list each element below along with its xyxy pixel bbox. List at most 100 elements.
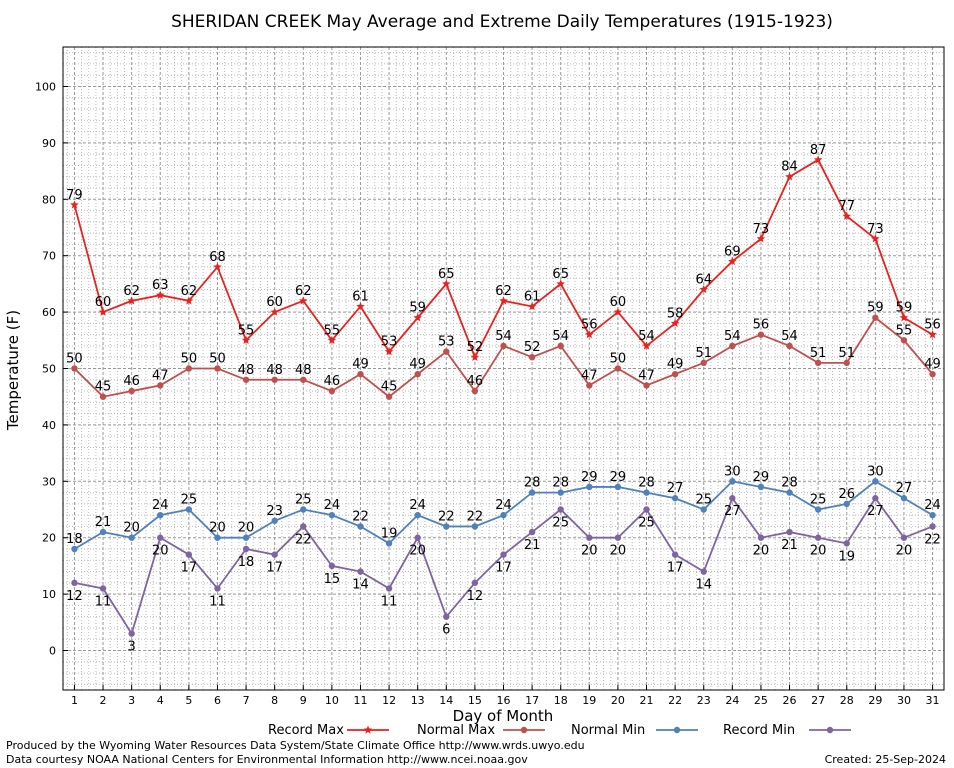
data-label-record-max: 53 [381, 335, 398, 350]
data-label-record-min: 22 [295, 532, 312, 547]
data-label-normal-max: 50 [66, 352, 83, 367]
data-point-normal-min [700, 506, 707, 513]
data-point-normal-min [385, 540, 393, 547]
data-point-normal-min [643, 489, 650, 496]
data-point-record-max [127, 296, 136, 305]
data-label-normal-max: 46 [467, 374, 484, 389]
x-tick-label: 27 [811, 694, 825, 707]
data-label-record-max: 65 [552, 267, 569, 282]
data-label-normal-min: 19 [381, 526, 398, 541]
data-point-normal-min [586, 483, 593, 491]
data-point-normal-max [929, 370, 936, 378]
data-point-normal-min [185, 506, 193, 513]
data-label-normal-max: 48 [266, 363, 283, 378]
x-tick-label: 12 [382, 694, 396, 707]
data-point-normal-max [300, 376, 307, 383]
data-point-record-min [643, 506, 650, 513]
y-axis-label: Temperature (F) [4, 310, 22, 431]
y-tick-label: 20 [42, 532, 56, 545]
data-label-record-min: 17 [266, 561, 283, 576]
data-label-normal-min: 22 [438, 509, 455, 524]
data-point-normal-max [814, 359, 822, 367]
data-point-record-max [470, 352, 480, 361]
data-label-record-min: 11 [95, 594, 112, 609]
data-label-normal-max: 47 [638, 368, 655, 383]
data-point-normal-min [271, 517, 278, 524]
data-point-normal-max [71, 365, 78, 372]
data-label-normal-min: 29 [753, 470, 770, 485]
data-label-record-min: 3 [128, 640, 136, 655]
data-label-record-max: 63 [152, 278, 169, 293]
data-point-normal-max [786, 342, 793, 350]
data-point-normal-max [557, 342, 564, 350]
data-point-normal-min [872, 478, 879, 485]
data-label-record-min: 18 [238, 555, 255, 570]
data-point-record-max [928, 330, 937, 339]
data-label-normal-max: 46 [123, 374, 140, 389]
data-label-normal-min: 20 [209, 521, 226, 536]
data-label-normal-max: 59 [867, 301, 884, 316]
data-label-normal-min: 29 [610, 470, 627, 485]
y-tick-label: 0 [49, 645, 56, 658]
data-point-record-min [71, 579, 78, 587]
data-label-record-min: 20 [581, 544, 598, 559]
series-normal-min: 18 21 20 24 25 20 20 23 25 24 22 19 24 22 22 24 28 28 29 29… [66, 464, 941, 553]
data-label-normal-max: 53 [438, 335, 455, 350]
data-point-record-min [729, 495, 736, 502]
data-point-record-max [728, 256, 737, 265]
data-label-record-max: 69 [724, 244, 741, 259]
data-label-normal-max: 45 [381, 380, 398, 395]
data-point-record-min [242, 545, 250, 553]
data-label-record-max: 60 [95, 295, 112, 310]
data-label-record-min: 15 [324, 572, 341, 587]
data-label-record-max: 54 [638, 329, 655, 344]
data-point-record-min [328, 562, 336, 570]
x-tick-label: 6 [214, 694, 221, 707]
data-point-record-max [298, 296, 308, 305]
data-label-record-min: 27 [724, 504, 741, 519]
x-tick-label: 4 [157, 694, 164, 707]
data-point-record-max [155, 290, 165, 299]
legend-marker-record-max [363, 725, 373, 734]
data-label-normal-min: 25 [181, 493, 198, 508]
data-label-normal-max: 51 [695, 346, 712, 361]
data-label-record-max: 62 [123, 284, 140, 299]
data-point-record-min [586, 534, 593, 541]
y-tick-label: 70 [42, 250, 56, 263]
data-label-normal-min: 29 [581, 470, 598, 485]
data-label-normal-min: 28 [524, 476, 541, 491]
data-point-record-max [356, 301, 365, 311]
data-point-record-max [527, 301, 537, 311]
data-point-normal-min [614, 483, 622, 491]
data-point-record-min [900, 534, 908, 541]
data-label-record-max: 87 [810, 143, 827, 158]
data-label-normal-min: 24 [495, 498, 512, 513]
data-label-normal-min: 22 [467, 509, 484, 524]
data-point-record-max [213, 262, 222, 271]
data-point-record-min [528, 528, 536, 536]
data-label-record-max: 77 [838, 199, 855, 214]
data-point-normal-max [328, 387, 336, 395]
data-label-normal-min: 28 [552, 476, 569, 491]
data-point-normal-min [786, 489, 793, 496]
data-point-record-min [128, 630, 135, 637]
data-point-record-min [214, 585, 221, 592]
data-point-normal-min [99, 528, 107, 536]
data-label-record-max: 56 [924, 318, 941, 333]
x-tick-label: 31 [926, 694, 940, 707]
data-point-normal-min [757, 483, 765, 491]
data-point-record-max [70, 200, 79, 209]
y-tick-label: 80 [42, 193, 56, 206]
data-label-normal-min: 30 [724, 464, 741, 479]
x-tick-label: 18 [554, 694, 568, 707]
data-label-record-max: 62 [495, 284, 512, 299]
data-label-record-max: 59 [896, 301, 913, 316]
footer-data-courtesy: Data courtesy NOAA National Centers for … [6, 753, 528, 766]
data-point-record-max [785, 172, 794, 181]
x-tick-label: 26 [783, 694, 797, 707]
data-point-normal-max [729, 342, 736, 350]
data-point-record-min [300, 523, 307, 530]
data-label-record-max: 56 [581, 318, 598, 333]
